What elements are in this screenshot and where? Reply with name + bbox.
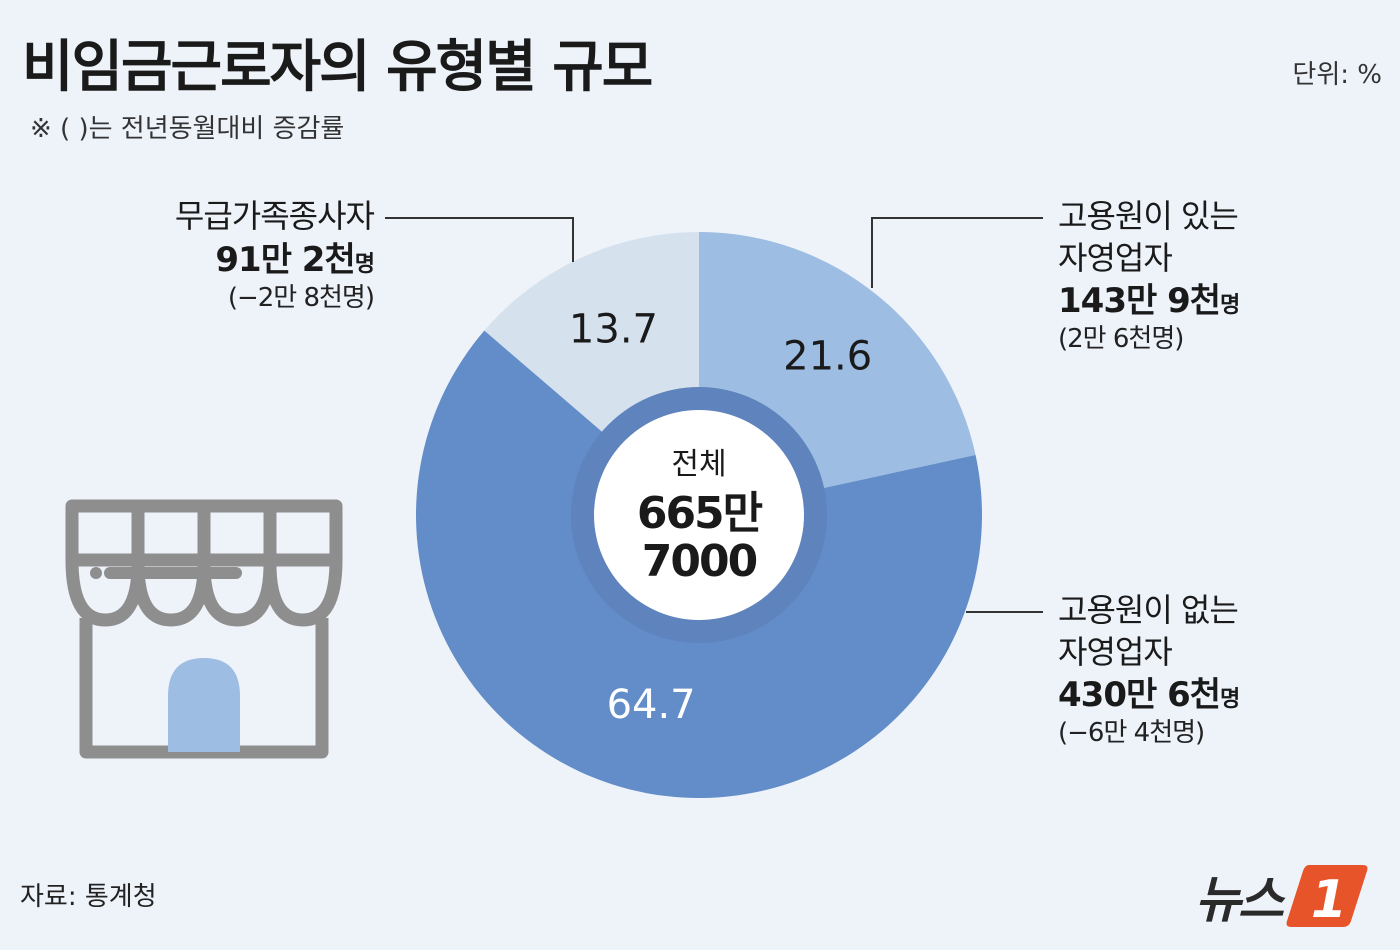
callout-without-employees-name1: 고용원이 없는	[1058, 591, 1239, 629]
page-title: 비임금근로자의 유형별 규모	[22, 35, 653, 100]
callout-without-employees-count: 430만 6천	[1058, 675, 1221, 716]
leader-line	[385, 217, 574, 262]
logo-mark: 1	[1311, 870, 1347, 930]
callout-without-employees: 고용원이 없는 자영업자 430만 6천명 (−6만 4천명)	[1058, 590, 1240, 751]
leader-line	[871, 217, 1043, 288]
callout-family-worker-suffix: 명	[354, 251, 375, 277]
callout-family-worker-name: 무급가족종사자	[174, 197, 375, 235]
logo-text: 뉴스	[1195, 871, 1284, 929]
store-icon	[65, 499, 343, 759]
leader-lines	[385, 217, 1043, 613]
callout-with-employees-name1: 고용원이 있는	[1058, 197, 1239, 235]
center-label-group: 전체 665만 7000	[637, 447, 765, 587]
value-label: 13.7	[569, 307, 658, 353]
value-label: 64.7	[607, 682, 696, 728]
center-label: 전체	[671, 447, 726, 482]
center-total-line1: 665만	[637, 488, 763, 539]
center-total-line2: 7000	[642, 536, 757, 587]
callout-with-employees-suffix: 명	[1220, 293, 1240, 319]
callout-with-employees-change: (2만 6천명)	[1058, 324, 1184, 355]
donut-hole	[594, 410, 804, 620]
callout-with-employees: 고용원이 있는 자영업자 143만 9천명 (2만 6천명)	[1058, 196, 1240, 357]
note-text: ※ ( )는 전년동월대비 증감률	[30, 114, 345, 144]
callout-family-worker: 무급가족종사자 91만 2천명 (−2만 8천명)	[174, 196, 375, 316]
callout-family-worker-change: (−2만 8천명)	[227, 282, 375, 313]
callout-without-employees-name2: 자영업자	[1058, 632, 1173, 671]
callout-with-employees-name2: 자영업자	[1058, 238, 1173, 277]
unit-label: 단위: %	[1292, 60, 1382, 90]
source-text: 자료: 통계청	[20, 882, 157, 912]
callout-without-employees-change: (−6만 4천명)	[1058, 718, 1205, 749]
value-label: 21.6	[783, 333, 872, 379]
news1-logo: 뉴스 1	[1195, 860, 1369, 932]
callout-with-employees-count: 143만 9천	[1058, 281, 1221, 322]
callout-without-employees-suffix: 명	[1220, 687, 1240, 713]
logo-mark-icon: 1	[1286, 865, 1368, 930]
callout-family-worker-count: 91만 2천	[215, 239, 355, 280]
